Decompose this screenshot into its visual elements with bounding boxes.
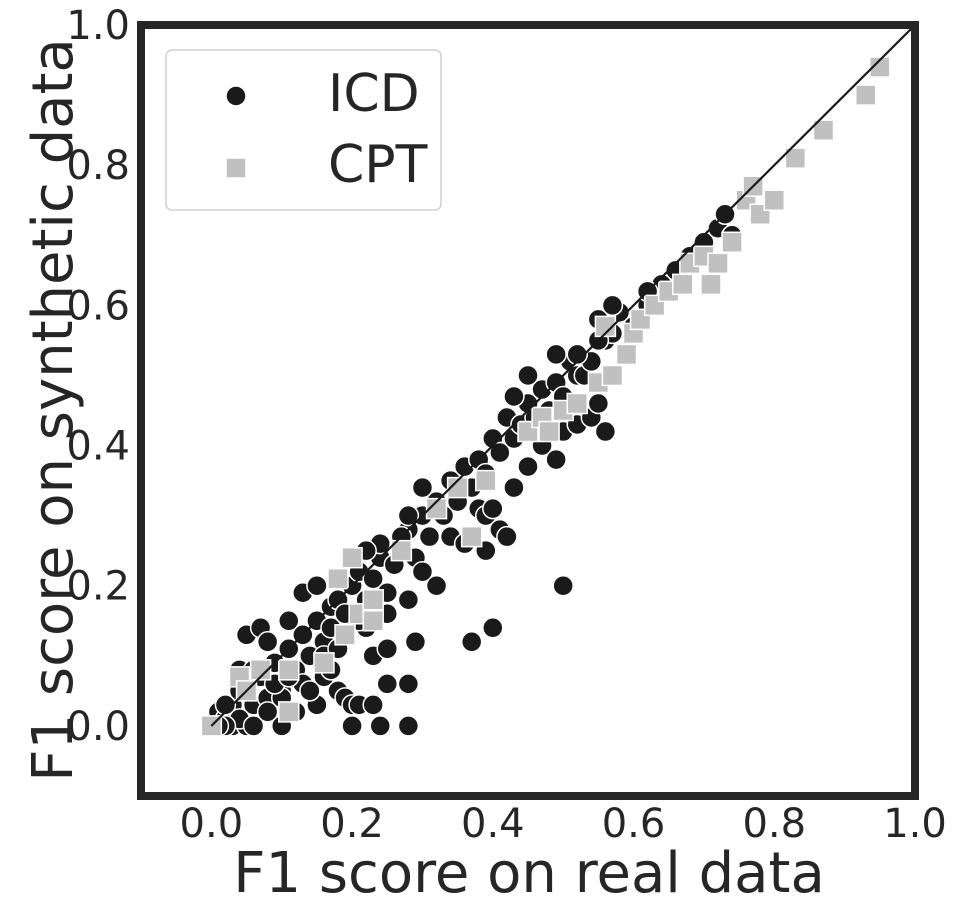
icd-point <box>545 448 567 471</box>
cpt-point <box>763 189 786 211</box>
icd-point <box>411 560 434 583</box>
icd-point <box>594 420 617 443</box>
icd-point <box>341 715 363 737</box>
x-tick-label: 0.4 <box>461 801 525 847</box>
cpt-point <box>278 659 300 681</box>
cpt-point <box>249 659 272 681</box>
icd-point <box>256 701 279 723</box>
cpt-point <box>700 273 722 296</box>
x-tick-label: 1.0 <box>883 801 947 847</box>
icd-point <box>299 680 321 702</box>
cpt-point <box>721 231 743 254</box>
icd-point <box>482 497 504 520</box>
icd-point <box>369 715 391 737</box>
cpt-point <box>869 56 891 78</box>
icd-point <box>411 476 434 499</box>
cpt-point <box>475 469 497 492</box>
icd-point <box>306 574 328 597</box>
cpt-point <box>601 364 624 387</box>
cpt-point <box>566 392 589 415</box>
cpt-point <box>341 546 363 569</box>
legend-marker-cpt <box>225 157 247 179</box>
cpt-point <box>425 497 448 520</box>
icd-point <box>418 525 441 548</box>
icd-point <box>545 343 567 366</box>
icd-point <box>503 385 525 408</box>
y-tick-label: 1.0 <box>66 3 130 49</box>
cpt-point <box>538 420 560 443</box>
icd-point <box>496 525 518 548</box>
plot-frame <box>137 21 919 800</box>
x-tick-label: 0.2 <box>320 801 384 847</box>
y-tick-label: 0.8 <box>66 143 130 189</box>
cpt-point <box>615 343 638 366</box>
identity-reference-line <box>210 24 916 727</box>
icd-point <box>566 343 589 366</box>
y-axis-label: F1 score on synthetic data <box>21 38 86 781</box>
y-tick-label: 0.2 <box>66 564 130 610</box>
cpt-point <box>334 624 356 646</box>
icd-point <box>362 567 384 590</box>
icd-point <box>278 610 300 632</box>
cpt-point <box>854 84 877 106</box>
x-axis-label: F1 score on real data <box>233 841 825 906</box>
y-tick-label: 0.4 <box>66 424 130 470</box>
icd-point <box>256 631 279 653</box>
icd-point <box>460 631 483 653</box>
icd-point <box>503 476 525 499</box>
icd-point <box>397 588 420 611</box>
icd-point <box>517 364 539 387</box>
cpt-point <box>362 588 384 611</box>
y-tick-label: 0.6 <box>66 283 130 329</box>
legend: ICD CPT <box>165 49 442 211</box>
icd-point <box>489 441 511 464</box>
icd-point <box>397 673 420 695</box>
x-tick-label: 0.8 <box>742 801 806 847</box>
icd-point <box>242 715 265 737</box>
cpt-point <box>390 539 413 562</box>
icd-point <box>376 673 399 695</box>
cpt-point <box>362 610 384 632</box>
icd-point <box>362 694 384 716</box>
icd-point <box>552 574 574 597</box>
x-axis-ticks: 0.0 0.2 0.4 0.6 0.8 1.0 <box>180 801 947 847</box>
x-tick-label: 0.0 <box>180 801 244 847</box>
icd-point <box>601 294 624 317</box>
y-axis-ticks: 0.0 0.2 0.4 0.6 0.8 1.0 <box>66 3 130 750</box>
cpt-point <box>313 652 335 674</box>
icd-point <box>376 638 399 660</box>
cpt-point <box>278 701 300 723</box>
icd-point <box>404 631 427 653</box>
legend-marker-icd <box>225 85 247 107</box>
cpt-point <box>446 476 469 499</box>
cpt-point <box>784 147 807 169</box>
legend-label-icd: ICD <box>328 64 420 124</box>
y-tick-label: 0.0 <box>66 704 130 750</box>
cpt-point <box>672 273 694 296</box>
icd-point <box>397 504 420 527</box>
icd-point <box>214 694 237 716</box>
cpt-point <box>707 252 729 275</box>
cpt-point <box>460 525 483 548</box>
cpt-point <box>327 567 349 590</box>
icd-point <box>425 574 448 597</box>
x-tick-label: 0.6 <box>602 801 666 847</box>
cpt-point <box>812 119 835 141</box>
icd-point <box>517 455 539 478</box>
cpt-point <box>594 315 617 338</box>
legend-label-cpt: CPT <box>328 135 428 195</box>
icd-point <box>587 392 610 415</box>
icd-point <box>397 715 420 737</box>
icd-point <box>482 617 504 639</box>
